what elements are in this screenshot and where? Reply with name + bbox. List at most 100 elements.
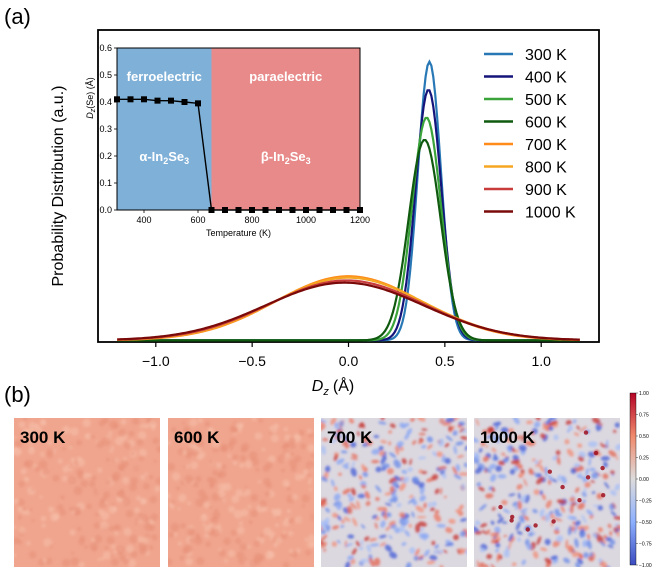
- texture-blob: [444, 457, 451, 464]
- texture-blob: [384, 544, 393, 552]
- texture-dot: [269, 553, 274, 558]
- texture-dot: [78, 561, 85, 567]
- texture-blob: [460, 421, 465, 425]
- texture-blob: [429, 555, 438, 561]
- texture-blob: [616, 530, 620, 537]
- texture-blob: [578, 554, 584, 560]
- texture-blob: [423, 502, 427, 509]
- texture-dot: [89, 480, 96, 488]
- inset-y-tick-label: 0.0: [99, 205, 112, 215]
- texture-blob: [516, 531, 523, 535]
- texture-dot: [300, 443, 307, 450]
- texture-blob: [386, 512, 392, 518]
- texture-blob: [541, 493, 546, 501]
- texture-blob: [420, 528, 425, 532]
- colorbar-tick-label: 1.00: [639, 391, 649, 397]
- texture-dot: [168, 532, 175, 538]
- texture-blob: [436, 451, 443, 457]
- hot-spot: [533, 523, 538, 528]
- texture-blob: [496, 553, 500, 563]
- texture-blob: [584, 481, 591, 488]
- texture-dot: [41, 523, 46, 528]
- legend-entry: 500 K: [525, 92, 567, 109]
- texture-dot: [91, 475, 97, 481]
- texture-blob: [415, 523, 421, 534]
- texture-dot: [189, 478, 193, 483]
- texture-dot: [181, 439, 186, 444]
- texture-blob: [526, 420, 533, 425]
- texture-dot: [86, 503, 93, 510]
- texture-dot: [133, 465, 140, 472]
- texture-blob: [523, 478, 528, 487]
- texture-blob: [418, 482, 425, 489]
- texture-blob: [395, 484, 400, 489]
- texture-blob: [479, 523, 488, 528]
- texture-dot: [239, 543, 247, 551]
- texture-dot: [109, 449, 114, 453]
- texture-dot: [175, 486, 181, 491]
- texture-dot: [140, 474, 146, 480]
- texture-blob: [393, 459, 401, 469]
- texture-blob: [575, 487, 580, 493]
- texture-blob: [521, 559, 526, 566]
- texture-blob: [610, 510, 617, 517]
- texture-dot: [186, 435, 195, 444]
- texture-dot: [288, 437, 296, 445]
- texture-dot: [100, 521, 109, 530]
- texture-blob: [565, 539, 568, 549]
- texture-blob: [532, 508, 538, 514]
- texture-blob: [539, 510, 545, 518]
- texture-dot: [177, 541, 183, 546]
- x-label-sub: z: [322, 386, 329, 398]
- texture-dot: [170, 522, 180, 532]
- texture-blob: [325, 465, 331, 473]
- texture-dot: [154, 485, 160, 493]
- texture-dot: [61, 475, 68, 482]
- texture-dot: [239, 462, 245, 469]
- texture-dot: [301, 494, 310, 503]
- texture-blob: [358, 422, 364, 428]
- hot-spot: [510, 514, 515, 520]
- texture-blob: [343, 516, 351, 522]
- texture-dot: [39, 495, 43, 499]
- texture-dot: [118, 428, 127, 437]
- texture-blob: [349, 418, 353, 423]
- texture-blob: [347, 493, 352, 498]
- texture-dot: [84, 545, 88, 550]
- texture-dot: [122, 456, 128, 462]
- texture-blob: [427, 444, 433, 450]
- texture-dot: [42, 558, 47, 563]
- map-temperature-label: 1000 K: [480, 428, 536, 447]
- texture-dot: [43, 538, 53, 548]
- texture-dot: [204, 421, 211, 428]
- texture-dot: [62, 425, 71, 434]
- texture-blob: [389, 551, 398, 559]
- texture-blob: [544, 513, 551, 522]
- texture-blob: [548, 475, 552, 480]
- texture-dot: [139, 513, 148, 522]
- texture-dot: [227, 442, 234, 448]
- texture-blob: [399, 422, 406, 429]
- texture-blob: [321, 445, 326, 455]
- texture-blob: [330, 479, 335, 487]
- texture-dot: [295, 516, 303, 524]
- texture-dot: [134, 522, 138, 525]
- texture-dot: [76, 456, 82, 462]
- texture-blob: [601, 561, 608, 567]
- texture-dot: [291, 493, 299, 501]
- texture-blob: [588, 457, 592, 467]
- texture-dot: [62, 558, 71, 567]
- texture-dot: [294, 473, 303, 481]
- texture-dot: [18, 480, 25, 488]
- texture-blob: [576, 526, 586, 530]
- texture-dot: [138, 455, 145, 462]
- texture-dot: [253, 540, 261, 547]
- texture-blob: [380, 520, 386, 528]
- texture-blob: [555, 512, 563, 517]
- texture-blob: [458, 504, 463, 513]
- texture-dot: [231, 426, 239, 433]
- texture-dot: [308, 477, 313, 482]
- texture-blob: [389, 423, 396, 428]
- texture-dot: [62, 446, 66, 451]
- texture-dot: [71, 551, 75, 555]
